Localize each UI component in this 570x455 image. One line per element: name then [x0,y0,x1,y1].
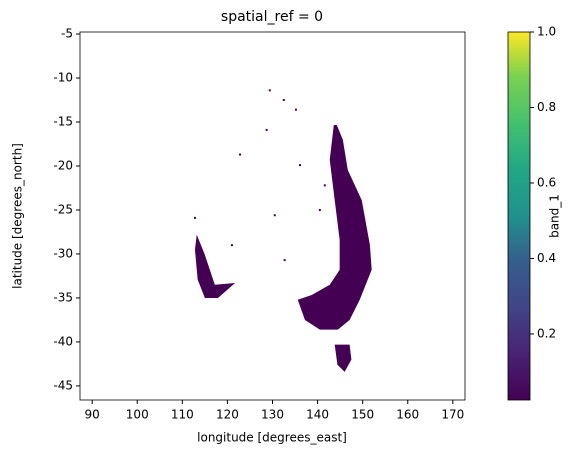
y-tick-label: -25 [53,202,73,216]
raster-pixel [268,89,271,92]
colorbar-tick-label: 0.8 [537,100,556,114]
colorbar-tick-label: 0.6 [537,175,556,189]
x-tick-label: 160 [396,408,419,422]
y-tick-label: -40 [53,334,73,348]
y-axis-label: latitude [degrees_north] [11,143,25,289]
y-tick-label: -45 [53,378,73,392]
raster-pixel [230,244,233,247]
raster-pixel [318,208,321,211]
colorbar [508,32,530,400]
raster-region [194,234,236,298]
raster-pixel [323,184,326,187]
x-axis-label: longitude [degrees_east] [197,431,347,445]
x-tick-label: 130 [261,408,284,422]
raster-pixel [299,164,301,167]
raster-pixel [193,216,196,219]
y-tick-label: -35 [53,290,73,304]
y-tick-label: -15 [53,114,73,128]
colorbar-tick-label: 0.2 [537,326,556,340]
colorbar-tick-label: 1.0 [537,25,556,39]
y-tick-label: -10 [53,71,73,85]
x-tick-label: 150 [351,408,374,422]
y-tick-label: -5 [61,27,73,41]
raster-pixel [265,128,268,131]
raster-pixel [294,108,297,111]
raster-pixel [282,99,285,102]
colorbar-label: band_1 [548,194,562,238]
raster-pixel [283,259,286,262]
colorbar-tick-label: 0.4 [537,251,556,265]
y-tick-label: -30 [53,246,73,260]
x-tick-label: 140 [306,408,329,422]
raster-region [297,124,372,330]
x-tick-label: 110 [171,408,194,422]
x-tick-label: 170 [441,408,464,422]
plot-frame [79,31,466,401]
raster-region [334,344,352,372]
y-tick-label: -20 [53,158,73,172]
raster-pixel [239,153,242,156]
x-tick-label: 90 [85,408,100,422]
x-tick-label: 120 [216,408,239,422]
raster-pixel [273,214,276,217]
x-tick-label: 100 [126,408,149,422]
chart-title: spatial_ref = 0 [221,9,323,25]
colorbar-frame [507,31,531,401]
